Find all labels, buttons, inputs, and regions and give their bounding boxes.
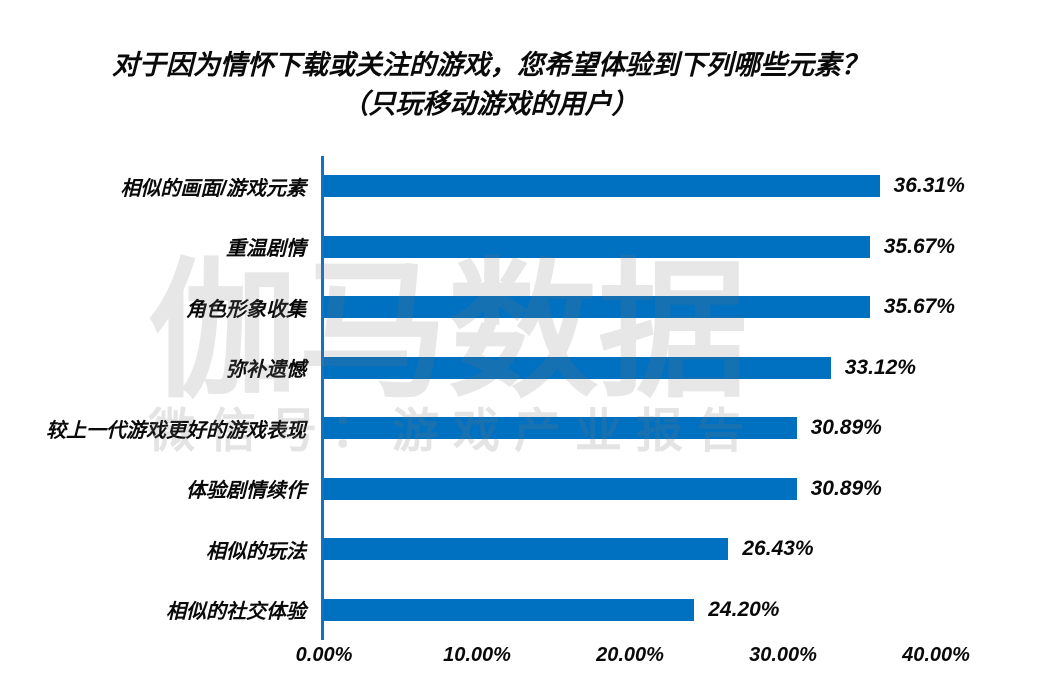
category-label: 相似的玩法 <box>206 540 306 563</box>
bar-track: 35.67% <box>324 295 955 319</box>
chart-title-line2: （只玩移动游戏的用户） <box>341 89 639 119</box>
category-label: 角色形象收集 <box>186 298 306 321</box>
bar-row: 角色形象收集 35.67% <box>0 277 1041 338</box>
category-label: 相似的画面/游戏元素 <box>120 177 306 200</box>
bar <box>324 477 797 500</box>
x-axis-labels: 0.00% 10.00% 20.00% 30.00% 40.00% <box>296 644 970 670</box>
x-axis-tick-label: 20.00% <box>596 644 664 666</box>
bar-track: 33.12% <box>324 356 936 380</box>
bar-row: 相似的玩法 26.43% <box>0 519 1041 580</box>
bar <box>324 296 870 319</box>
value-label: 33.12% <box>844 355 916 379</box>
bar <box>324 538 729 561</box>
chart-title-line1: 对于因为情怀下载或关注的游戏，您希望体验到下列哪些元素？ <box>112 50 868 80</box>
bar <box>324 417 797 440</box>
bars-area: 相似的画面/游戏元素 36.31% 重温剧情 35.67% 角色形象收集 35.67% 弥补… <box>0 156 1041 640</box>
bar-row: 体验剧情续作 30.89% <box>0 459 1041 520</box>
bar-row: 相似的社交体验 24.20% <box>0 580 1041 641</box>
category-label: 弥补遗憾 <box>226 359 306 382</box>
bar-track: 24.20% <box>324 598 936 622</box>
bar-row: 较上一代游戏更好的游戏表现 30.89% <box>0 398 1041 459</box>
bar-row: 相似的画面/游戏元素 36.31% <box>0 156 1041 217</box>
value-label: 35.67% <box>883 234 955 258</box>
x-axis-tick-label: 30.00% <box>749 644 817 666</box>
category-label: 体验剧情续作 <box>186 480 306 503</box>
bar-row: 重温剧情 35.67% <box>0 217 1041 278</box>
chart-title: 对于因为情怀下载或关注的游戏，您希望体验到下列哪些元素？ （只玩移动游戏的用户） <box>0 46 980 124</box>
bar <box>324 175 880 198</box>
bar-track: 30.89% <box>324 416 936 440</box>
x-axis-tick-label: 0.00% <box>295 644 353 666</box>
bar-track: 26.43% <box>324 537 936 561</box>
value-label: 24.20% <box>708 597 780 621</box>
category-label: 相似的社交体验 <box>166 601 306 624</box>
category-label: 较上一代游戏更好的游戏表现 <box>46 419 306 442</box>
category-label: 重温剧情 <box>226 238 306 261</box>
bar-track: 30.89% <box>324 477 936 501</box>
bar <box>324 235 870 258</box>
bar-track: 36.31% <box>324 174 965 198</box>
value-label: 26.43% <box>742 537 814 561</box>
value-label: 36.31% <box>893 174 965 198</box>
bar <box>324 598 695 621</box>
bar-row: 弥补遗憾 33.12% <box>0 338 1041 399</box>
x-axis-tick-label: 40.00% <box>902 644 970 666</box>
value-label: 30.89% <box>810 416 882 440</box>
bar <box>324 356 831 379</box>
y-axis-line <box>321 156 324 640</box>
x-axis-tick-label: 10.00% <box>443 644 511 666</box>
bar-track: 35.67% <box>324 235 955 259</box>
value-label: 35.67% <box>883 295 955 319</box>
value-label: 30.89% <box>810 476 882 500</box>
